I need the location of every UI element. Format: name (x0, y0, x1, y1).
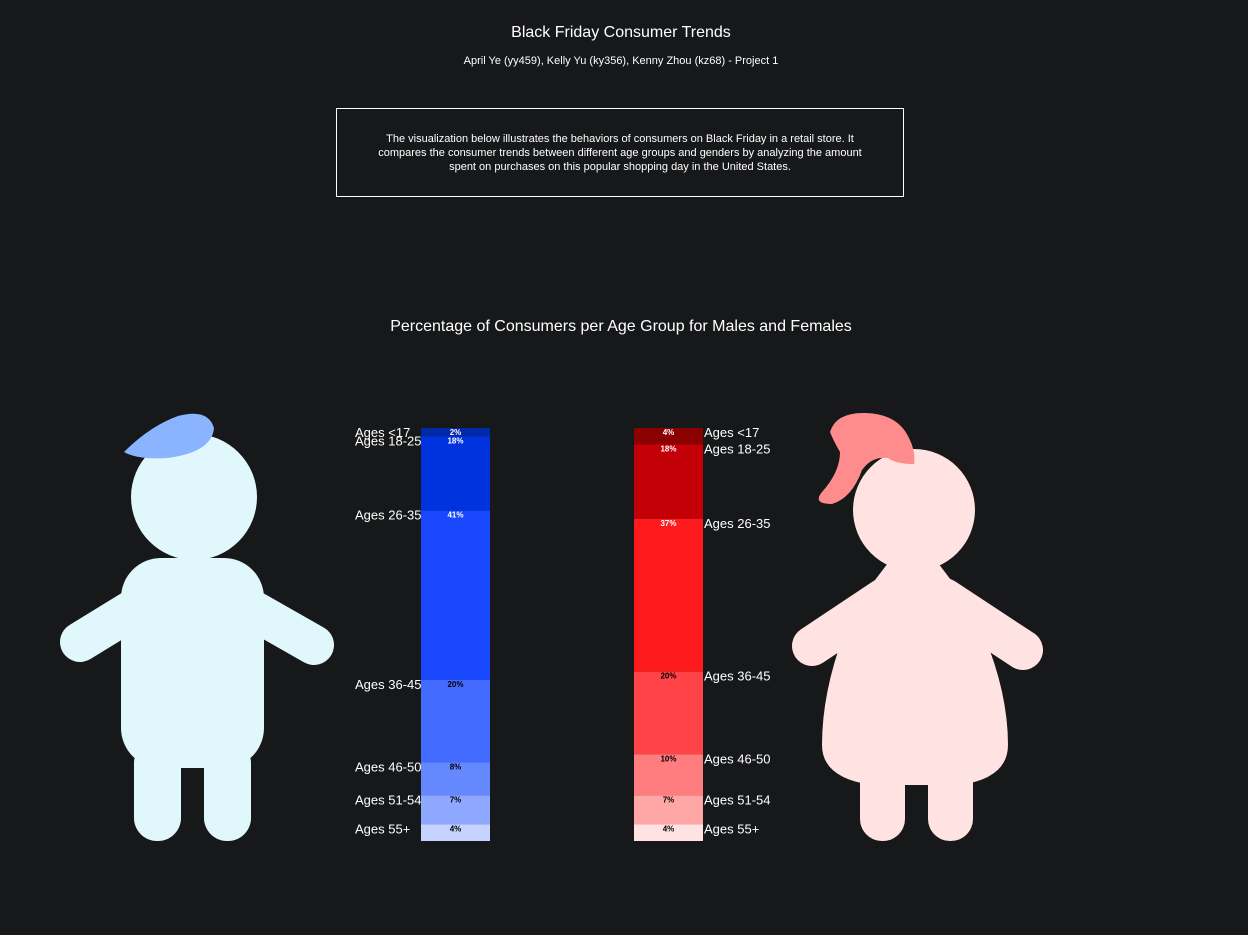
female-age-label: Ages 18-25 (704, 442, 771, 457)
female-age-label: Ages 55+ (704, 821, 759, 836)
female-stacked-bar: 4% Ages <17 18% Ages 18-25 37% Ages 26-35 20% A… (634, 425, 771, 841)
female-hair (818, 412, 915, 504)
male-age-label: Ages 36-45 (355, 677, 422, 692)
male-bar-segment (421, 510, 490, 680)
description-text: The visualization below illustrates the … (378, 132, 862, 173)
female-age-label: Ages 26-35 (704, 516, 771, 531)
male-percent-label: 2% (450, 428, 462, 437)
female-age-label: Ages 46-50 (704, 751, 771, 766)
male-bar-segment (421, 795, 490, 825)
male-percent-label: 8% (450, 763, 462, 772)
female-percent-label: 37% (660, 519, 676, 528)
male-figure-icon (60, 413, 334, 841)
male-age-label: Ages 46-50 (355, 760, 422, 775)
male-bar-segment (421, 824, 490, 841)
female-age-label: Ages <17 (704, 425, 759, 440)
male-percent-label: 20% (447, 680, 463, 689)
female-bar-segment (634, 795, 703, 825)
male-age-label: Ages <17 (355, 425, 410, 440)
female-figure-icon (792, 412, 1043, 841)
female-bar-segment (634, 444, 703, 519)
male-percent-label: 4% (450, 824, 462, 833)
female-percent-label: 7% (663, 796, 675, 805)
female-bar-segment (634, 428, 703, 445)
male-percent-label: 18% (447, 436, 463, 445)
page-title: Black Friday Consumer Trends (511, 24, 731, 41)
female-percent-label: 4% (663, 428, 675, 437)
description-box: The visualization below illustrates the … (336, 108, 904, 197)
female-percent-label: 4% (663, 824, 675, 833)
female-bar-segment (634, 518, 703, 672)
female-bar-segment (634, 671, 703, 755)
female-age-label: Ages 36-45 (704, 669, 771, 684)
male-body (60, 434, 334, 841)
female-percent-label: 10% (660, 754, 676, 763)
female-bar-segment (634, 754, 703, 796)
male-age-label: Ages 18-25 (355, 433, 422, 448)
chart-title: Percentage of Consumers per Age Group fo… (390, 318, 852, 335)
female-percent-label: 18% (660, 445, 676, 454)
authors-line: April Ye (yy459), Kelly Yu (ky356), Kenn… (463, 55, 779, 67)
male-bar-segment (421, 436, 490, 511)
male-stacked-bar: 2% Ages <17 18% Ages 18-25 41% Ages 26-35 20% A… (355, 425, 490, 841)
male-bar-segment (421, 428, 490, 437)
female-percent-label: 20% (660, 672, 676, 681)
female-bar-segment (634, 824, 703, 841)
female-age-label: Ages 51-54 (704, 793, 771, 808)
male-percent-label: 7% (450, 796, 462, 805)
male-age-label: Ages 51-54 (355, 793, 422, 808)
male-age-label: Ages 26-35 (355, 508, 422, 523)
male-percent-label: 41% (447, 511, 463, 520)
male-hair (124, 413, 214, 459)
female-body (792, 449, 1043, 841)
male-age-label: Ages 55+ (355, 821, 410, 836)
male-bar-segment (421, 762, 490, 796)
male-bar-segment (421, 679, 490, 763)
